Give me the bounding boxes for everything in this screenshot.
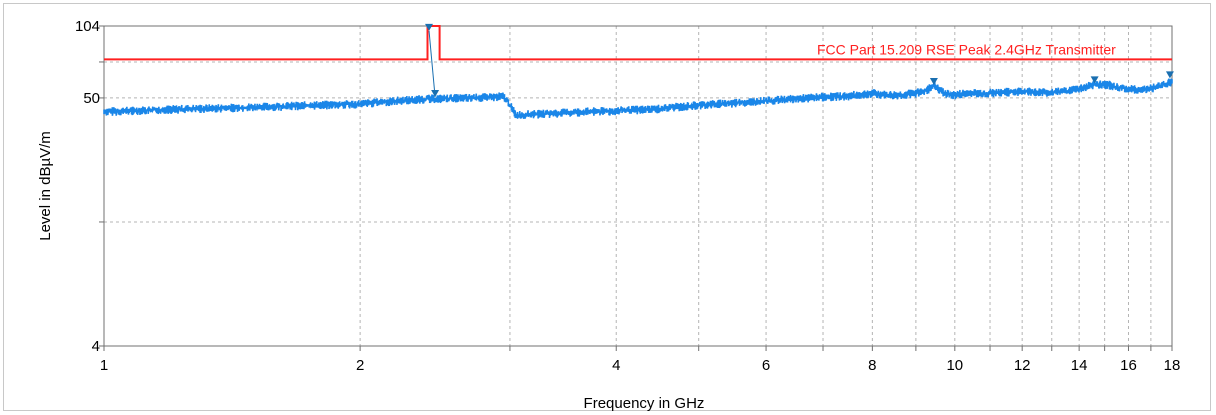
grid (99, 25, 1173, 351)
x-tick-label: 8 (868, 357, 876, 374)
peak-marker (929, 78, 938, 86)
peak-marker (1090, 76, 1099, 84)
x-tick-label: 1 (100, 357, 108, 374)
peak-marker (425, 23, 434, 31)
plot-area (103, 25, 1173, 347)
y-tick-label: 104 (75, 18, 100, 35)
x-tick-label: 6 (762, 357, 770, 374)
peak-marker (1165, 71, 1174, 79)
x-tick-label: 2 (356, 357, 364, 374)
x-tick-label: 14 (1071, 357, 1088, 374)
x-tick-label: 18 (1164, 357, 1181, 374)
chart-frame (3, 3, 1211, 411)
limit-line (104, 25, 1172, 61)
y-axis-label: Level in dBµV/m (37, 131, 54, 241)
marker-connector (428, 30, 436, 97)
x-tick-label: 10 (946, 357, 963, 374)
limit-line-label: FCC Part 15.209 RSE Peak 2.4GHz Transmit… (817, 41, 1116, 57)
y-tick-label: 50 (83, 90, 100, 107)
x-axis-label: Frequency in GHz (584, 395, 705, 412)
x-tick-label: 12 (1014, 357, 1031, 374)
y-tick-label: 4 (92, 338, 100, 355)
measurement-trace (103, 78, 1173, 120)
chart-marks (103, 23, 1174, 120)
peak-marker (431, 89, 440, 97)
x-tick-label: 4 (612, 357, 620, 374)
x-tick-label: 16 (1120, 357, 1137, 374)
